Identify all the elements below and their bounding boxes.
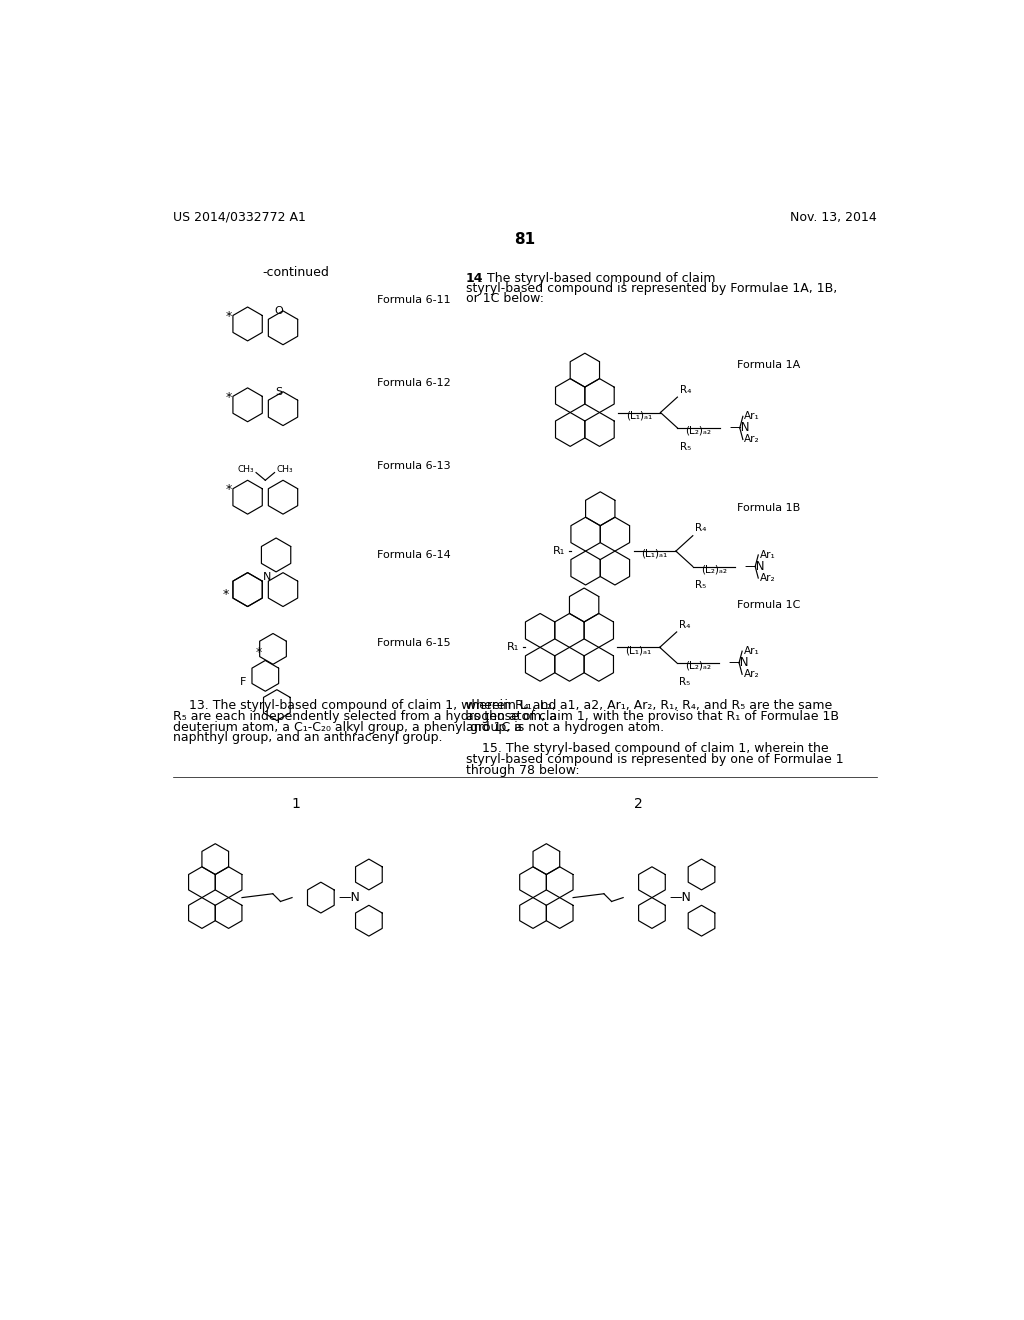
Text: R₅: R₅ <box>680 442 691 451</box>
Text: Formula 1B: Formula 1B <box>737 503 801 513</box>
Text: Ar₁: Ar₁ <box>744 412 760 421</box>
Text: Formula 6-11: Formula 6-11 <box>377 294 451 305</box>
Text: (L₁)ₐ₁: (L₁)ₐ₁ <box>626 411 652 420</box>
Text: R₄: R₄ <box>695 524 707 533</box>
Text: Ar₂: Ar₂ <box>760 573 775 583</box>
Text: R₅: R₅ <box>695 581 707 590</box>
Text: O: O <box>274 306 284 315</box>
Text: . The styryl-based compound of claim: . The styryl-based compound of claim <box>479 272 720 285</box>
Text: styryl-based compound is represented by Formulae 1A, 1B,: styryl-based compound is represented by … <box>466 282 837 296</box>
Text: 2: 2 <box>635 797 643 812</box>
Text: R₄: R₄ <box>680 385 691 395</box>
Text: Formula 6-13: Formula 6-13 <box>377 461 451 471</box>
Text: 81: 81 <box>514 231 536 247</box>
Text: Formula 1C: Formula 1C <box>737 599 801 610</box>
Text: Formula 1A: Formula 1A <box>737 360 801 370</box>
Text: Ar₁: Ar₁ <box>760 550 775 560</box>
Text: (L₂)ₐ₂: (L₂)ₐ₂ <box>701 564 727 574</box>
Text: wherein L₁, L₂, a1, a2, Ar₁, Ar₂, R₁, R₄, and R₅ are the same: wherein L₁, L₂, a1, a2, Ar₁, Ar₂, R₁, R₄… <box>466 700 831 711</box>
Text: *: * <box>226 310 232 323</box>
Text: Formula 6-15: Formula 6-15 <box>377 638 451 648</box>
Text: Formula 6-14: Formula 6-14 <box>377 549 451 560</box>
Text: Formula 6-12: Formula 6-12 <box>377 378 451 388</box>
Text: R₄: R₄ <box>679 619 690 630</box>
Text: *: * <box>226 483 232 496</box>
Text: Ar₁: Ar₁ <box>743 647 760 656</box>
Text: or 1C below:: or 1C below: <box>466 293 544 305</box>
Text: Nov. 13, 2014: Nov. 13, 2014 <box>790 211 877 224</box>
Text: 14: 14 <box>466 272 483 285</box>
Text: *: * <box>223 589 229 602</box>
Text: (L₁)ₐ₁: (L₁)ₐ₁ <box>626 645 651 655</box>
Text: and 1C is not a hydrogen atom.: and 1C is not a hydrogen atom. <box>466 721 664 734</box>
Text: R₁: R₁ <box>553 546 565 556</box>
Text: —N: —N <box>729 421 750 434</box>
Text: 15. The styryl-based compound of claim 1, wherein the: 15. The styryl-based compound of claim 1… <box>466 742 828 755</box>
Text: as those of claim 1, with the proviso that R₁ of Formulae 1B: as those of claim 1, with the proviso th… <box>466 710 839 723</box>
Text: (L₂)ₐ₂: (L₂)ₐ₂ <box>685 660 711 671</box>
Text: —N: —N <box>744 560 765 573</box>
Text: CH₃: CH₃ <box>238 465 254 474</box>
Text: Ar₂: Ar₂ <box>744 434 760 445</box>
Text: N: N <box>263 572 271 582</box>
Text: US 2014/0332772 A1: US 2014/0332772 A1 <box>173 211 306 224</box>
Text: through 78 below:: through 78 below: <box>466 763 580 776</box>
Text: 1: 1 <box>292 797 301 812</box>
Text: R₁: R₁ <box>507 643 519 652</box>
Text: (L₂)ₐ₂: (L₂)ₐ₂ <box>686 425 712 436</box>
Text: —N: —N <box>728 656 749 669</box>
Text: -continued: -continued <box>263 267 330 280</box>
Text: R₅: R₅ <box>679 677 690 686</box>
Text: —N: —N <box>670 891 691 904</box>
Text: deuterium atom, a C₁-C₂₀ alkyl group, a phenyl group, a: deuterium atom, a C₁-C₂₀ alkyl group, a … <box>173 721 522 734</box>
Text: *: * <box>226 391 232 404</box>
Text: —N: —N <box>338 891 360 904</box>
Text: styryl-based compound is represented by one of Formulae 1: styryl-based compound is represented by … <box>466 752 843 766</box>
Text: CH₃: CH₃ <box>276 465 294 474</box>
Text: S: S <box>275 387 283 397</box>
Text: *: * <box>256 647 262 659</box>
Text: Ar₂: Ar₂ <box>743 669 759 680</box>
Text: R₅ are each independently selected from a hydrogen atom, a: R₅ are each independently selected from … <box>173 710 557 723</box>
Text: F: F <box>240 677 246 686</box>
Text: 13. The styryl-based compound of claim 1, wherein R₄ and: 13. The styryl-based compound of claim 1… <box>173 700 556 711</box>
Text: (L₁)ₐ₁: (L₁)ₐ₁ <box>642 549 668 558</box>
Text: naphthyl group, and an anthracenyl group.: naphthyl group, and an anthracenyl group… <box>173 731 442 744</box>
